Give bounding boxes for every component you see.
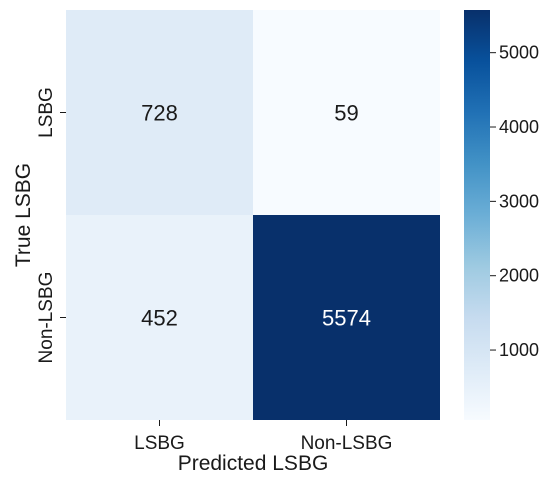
colorbar [464, 10, 490, 420]
heatmap-cell [66, 215, 253, 420]
heatmap-cell [253, 215, 440, 420]
cell-value-label: 5574 [322, 306, 371, 331]
heatmap-cells [66, 10, 440, 420]
cell-value-label: 728 [141, 101, 178, 126]
x-axis-title: Predicted LSBG [178, 452, 329, 475]
cell-value-label: 59 [334, 101, 358, 126]
x-tick-label: LSBG [134, 433, 185, 454]
x-axis-ticks: LSBG Non-LSBG [134, 420, 392, 454]
colorbar-tick-label: 2000 [499, 266, 539, 286]
y-axis-title: True LSBG [12, 163, 35, 267]
colorbar-tick-label: 1000 [499, 340, 539, 360]
cell-value-label: 452 [141, 306, 178, 331]
colorbar-ticks: 1000 2000 3000 4000 5000 [490, 43, 539, 360]
colorbar-tick-label: 3000 [499, 191, 539, 211]
heatmap-cell [66, 10, 253, 215]
y-tick-label: Non-LSBG [36, 272, 57, 364]
x-tick-label: Non-LSBG [301, 433, 393, 454]
y-axis-ticks: LSBG Non-LSBG [36, 87, 66, 363]
colorbar-tick-label: 5000 [499, 43, 539, 63]
heatmap-cell-labels: 728 59 452 5574 [141, 101, 371, 331]
y-tick-label: LSBG [36, 87, 57, 138]
heatmap-cell [253, 10, 440, 215]
colorbar-tick-label: 4000 [499, 117, 539, 137]
